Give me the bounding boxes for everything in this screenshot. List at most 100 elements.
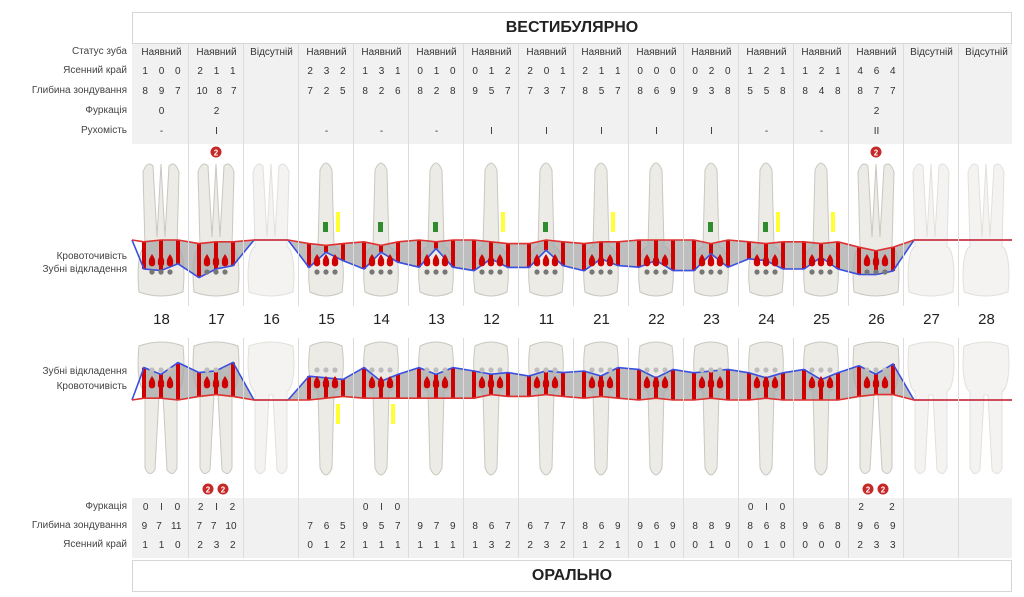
furcation-badge <box>877 483 889 495</box>
plaque-dot <box>662 269 668 275</box>
furcation-value: I <box>215 501 218 513</box>
bleeding-drop <box>377 254 385 267</box>
column-divider <box>243 44 244 306</box>
recession-marker <box>336 212 340 232</box>
plaque-dot <box>149 269 155 275</box>
column-divider <box>353 338 354 558</box>
column-divider <box>903 44 904 306</box>
bleeding-drop <box>817 376 825 389</box>
bleeding-drop <box>432 376 440 389</box>
furcation-value: 0 <box>779 501 786 513</box>
gingival-margin-value: 1 <box>598 65 605 77</box>
bleeding-drop <box>386 254 394 267</box>
probing-depth-value: 8 <box>857 85 863 97</box>
row-label: Зубні відкладення <box>42 264 127 275</box>
gingival-margin-value: 2 <box>505 539 511 551</box>
bleeding-drop <box>487 376 495 389</box>
gingival-margin-value: 2 <box>197 65 203 77</box>
probing-depth-value: 8 <box>582 85 588 97</box>
plaque-dot <box>607 269 613 275</box>
furcation-badge-label: 2 <box>866 486 871 495</box>
probing-depth-value: 9 <box>802 520 808 532</box>
lower-tooth-13 <box>418 341 454 476</box>
bleeding-drop <box>166 376 174 389</box>
gingival-margin-value: 3 <box>323 65 330 77</box>
mobility: II <box>873 125 880 137</box>
column-divider <box>188 338 189 558</box>
plaque-dot <box>543 367 549 373</box>
column-divider <box>408 338 409 558</box>
bleeding-drop <box>716 254 724 267</box>
probing-depth-value: 5 <box>488 85 495 97</box>
row-label: Зубні відкладення <box>42 366 127 377</box>
plaque-dot <box>222 367 228 373</box>
tooth-status: Наявний <box>526 46 567 58</box>
bleeding-drop <box>221 254 229 267</box>
plaque-dot <box>864 269 870 275</box>
bleeding-drop <box>762 254 770 267</box>
probing-depth-value: 10 <box>225 520 237 532</box>
plaque-dot <box>607 367 613 373</box>
furcation-badge-label: 2 <box>881 486 886 495</box>
plaque-dot <box>598 269 604 275</box>
plaque-dot <box>699 269 705 275</box>
plaque-dot <box>323 269 329 275</box>
tooth-status: Наявний <box>856 46 897 58</box>
gingival-margin-value: 1 <box>835 65 841 77</box>
gingival-margin-value: 0 <box>175 65 181 77</box>
plaque-dot <box>424 367 430 373</box>
probing-depth-value: 7 <box>873 85 880 97</box>
probing-depth-value: 6 <box>653 520 660 532</box>
gingival-margin-value: 1 <box>433 65 440 77</box>
bleeding-drop <box>716 376 724 389</box>
plaque-dot <box>827 269 833 275</box>
plaque-dot <box>763 269 769 275</box>
furcation-value: I <box>160 501 163 513</box>
tooth-number: 11 <box>538 311 555 328</box>
plaque-dot <box>717 367 723 373</box>
plaque-dot <box>772 269 778 275</box>
probing-depth-value: 7 <box>196 520 203 532</box>
gingival-margin-value: 1 <box>802 65 808 77</box>
plaque-dot <box>149 367 155 373</box>
gingival-margin-value: 2 <box>818 65 825 77</box>
row-label: Статус зуба <box>71 46 127 57</box>
probing-depth-value: 3 <box>708 85 715 97</box>
tooth-status: Наявний <box>196 46 237 58</box>
bleeding-drop <box>808 376 816 389</box>
vestibular-data-table <box>132 44 1012 144</box>
gingival-margin-value: 1 <box>450 539 456 551</box>
column-divider <box>628 44 629 306</box>
recession-marker <box>323 222 328 232</box>
column-divider <box>298 44 299 306</box>
gingival-margin-value: 4 <box>890 65 896 77</box>
plaque-dot <box>809 269 815 275</box>
probing-depth-value: 7 <box>175 85 181 97</box>
gingival-margin-value: 1 <box>653 539 660 551</box>
probing-depth-value: 8 <box>362 85 368 97</box>
tooth-number: 21 <box>593 311 610 328</box>
row-label: Ясенний край <box>63 539 127 550</box>
bleeding-drop <box>377 376 385 389</box>
row-label: Рухомість <box>80 125 127 136</box>
row-label: Кровоточивість <box>56 381 127 392</box>
bleeding-drop <box>322 254 330 267</box>
gingival-margin-value: 2 <box>857 539 863 551</box>
probing-depth-value: 6 <box>323 520 330 532</box>
bleeding-drop <box>441 376 449 389</box>
probing-depth-value: 9 <box>417 520 423 532</box>
probing-depth: 7 7 10 <box>189 520 244 532</box>
